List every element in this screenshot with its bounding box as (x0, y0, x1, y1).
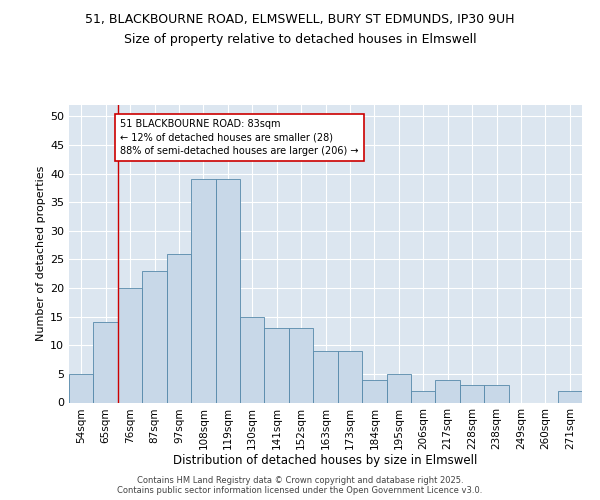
Bar (362, 380, 386, 402)
X-axis label: Distribution of detached houses by size in Elmswell: Distribution of detached houses by size … (173, 454, 478, 466)
Y-axis label: Number of detached properties: Number of detached properties (36, 166, 46, 342)
Bar (191, 180, 215, 402)
Text: Contains HM Land Registry data © Crown copyright and database right 2025.
Contai: Contains HM Land Registry data © Crown c… (118, 476, 482, 495)
Bar (557, 391, 582, 402)
Text: 51 BLACKBOURNE ROAD: 83sqm
← 12% of detached houses are smaller (28)
88% of semi: 51 BLACKBOURNE ROAD: 83sqm ← 12% of deta… (120, 120, 359, 156)
Bar (118, 288, 142, 403)
Bar (436, 380, 460, 402)
Bar (289, 328, 313, 402)
Bar (265, 328, 289, 402)
Bar (167, 254, 191, 402)
Bar (240, 316, 265, 402)
Text: Size of property relative to detached houses in Elmswell: Size of property relative to detached ho… (124, 32, 476, 46)
Bar (338, 351, 362, 403)
Text: 51, BLACKBOURNE ROAD, ELMSWELL, BURY ST EDMUNDS, IP30 9UH: 51, BLACKBOURNE ROAD, ELMSWELL, BURY ST … (85, 12, 515, 26)
Bar (484, 386, 509, 402)
Bar (460, 386, 484, 402)
Bar (313, 351, 338, 403)
Bar (386, 374, 411, 402)
Bar (142, 271, 167, 402)
Bar (94, 322, 118, 402)
Bar (411, 391, 436, 402)
Bar (215, 180, 240, 402)
Bar (69, 374, 94, 402)
